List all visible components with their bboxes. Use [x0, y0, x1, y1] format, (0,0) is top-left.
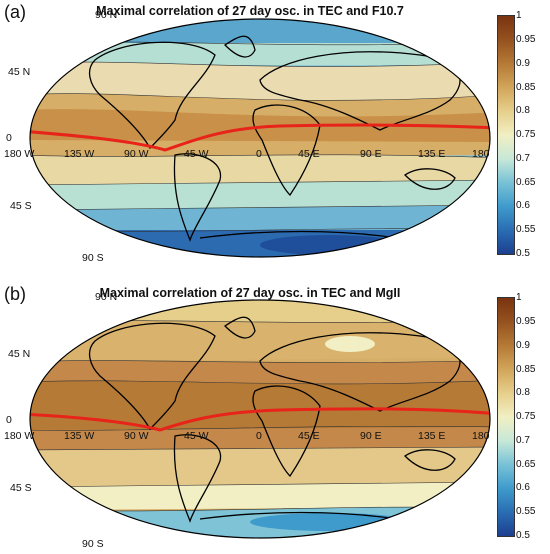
lat-label: 90 N	[95, 291, 118, 303]
colorbar-tick-label: 0.65	[516, 459, 536, 470]
colorbar	[497, 297, 515, 537]
colorbar-tick-label: 0.7	[516, 435, 530, 446]
lat-label: 45 S	[10, 200, 32, 212]
colorbar-tick-label: 0.8	[516, 387, 530, 398]
lon-label: 45 E	[298, 430, 320, 442]
lon-label: 45 E	[298, 148, 320, 160]
colorbar-tick-label: 0.5	[516, 248, 530, 259]
colorbar-tick-label: 1	[516, 292, 522, 303]
lat-label: 90 S	[82, 538, 104, 550]
magnetic-equator-line	[30, 407, 490, 432]
panel-title: Maximal correlation of 27 day osc. in TE…	[99, 286, 401, 300]
lon-label: 0	[256, 148, 262, 160]
colorbar-tick-label: 0.55	[516, 224, 536, 235]
colorbar-tick-label: 0.85	[516, 82, 536, 93]
colorbar-tick-label: 1	[516, 10, 522, 21]
panel-title: Maximal correlation of 27 day osc. in TE…	[96, 4, 404, 18]
panel-b: (b) Maximal correlation of 27 day osc. i…	[0, 282, 550, 554]
magnetic-equator-line	[30, 123, 490, 152]
panel-letter: (b)	[4, 284, 26, 304]
colorbar-tick-label: 0.8	[516, 105, 530, 116]
correlation-map	[29, 299, 491, 539]
lat-label: 0	[6, 132, 12, 144]
lon-label: 90 W	[124, 148, 149, 160]
lon-label: 135 W	[64, 148, 95, 160]
colorbar-tick-label: 0.75	[516, 411, 536, 422]
lon-label: 135 E	[418, 148, 446, 160]
lat-label: 90 N	[95, 9, 118, 21]
lon-label: 90 E	[360, 148, 382, 160]
lon-label: 180 W	[4, 148, 35, 160]
lon-label: 180	[472, 430, 490, 442]
lat-label: 45 N	[8, 348, 31, 360]
colorbar	[497, 15, 515, 255]
lon-label: 0	[256, 430, 262, 442]
colorbar-tick-label: 0.6	[516, 200, 530, 211]
colorbar-tick-label: 0.65	[516, 177, 536, 188]
lon-label: 180 W	[4, 430, 35, 442]
colorbar-tick-label: 0.9	[516, 340, 530, 351]
colorbar-tick-label: 0.85	[516, 364, 536, 375]
panel-a: (a) Maximal correlation of 27 day osc. i…	[0, 0, 550, 272]
lat-label: 45 N	[8, 66, 31, 78]
lon-label: 45 W	[184, 148, 209, 160]
colorbar-tick-label: 0.6	[516, 482, 530, 493]
colorbar-tick-label: 0.75	[516, 129, 536, 140]
colorbar-tick-label: 0.95	[516, 316, 536, 327]
panel-letter: (a)	[4, 2, 26, 22]
correlation-map	[29, 18, 491, 258]
colorbar-tick-label: 0.7	[516, 153, 530, 164]
lat-label: 90 S	[82, 252, 104, 264]
lat-label: 0	[6, 414, 12, 426]
lat-label: 45 S	[10, 482, 32, 494]
colorbar-tick-label: 0.55	[516, 506, 536, 517]
lon-label: 45 W	[184, 430, 209, 442]
colorbar-tick-label: 0.95	[516, 34, 536, 45]
lon-label: 90 W	[124, 430, 149, 442]
colorbar-tick-label: 0.5	[516, 530, 530, 541]
lon-label: 180	[472, 148, 490, 160]
colorbar-tick-label: 0.9	[516, 58, 530, 69]
lon-label: 90 E	[360, 430, 382, 442]
lon-label: 135 E	[418, 430, 446, 442]
lon-label: 135 W	[64, 430, 95, 442]
